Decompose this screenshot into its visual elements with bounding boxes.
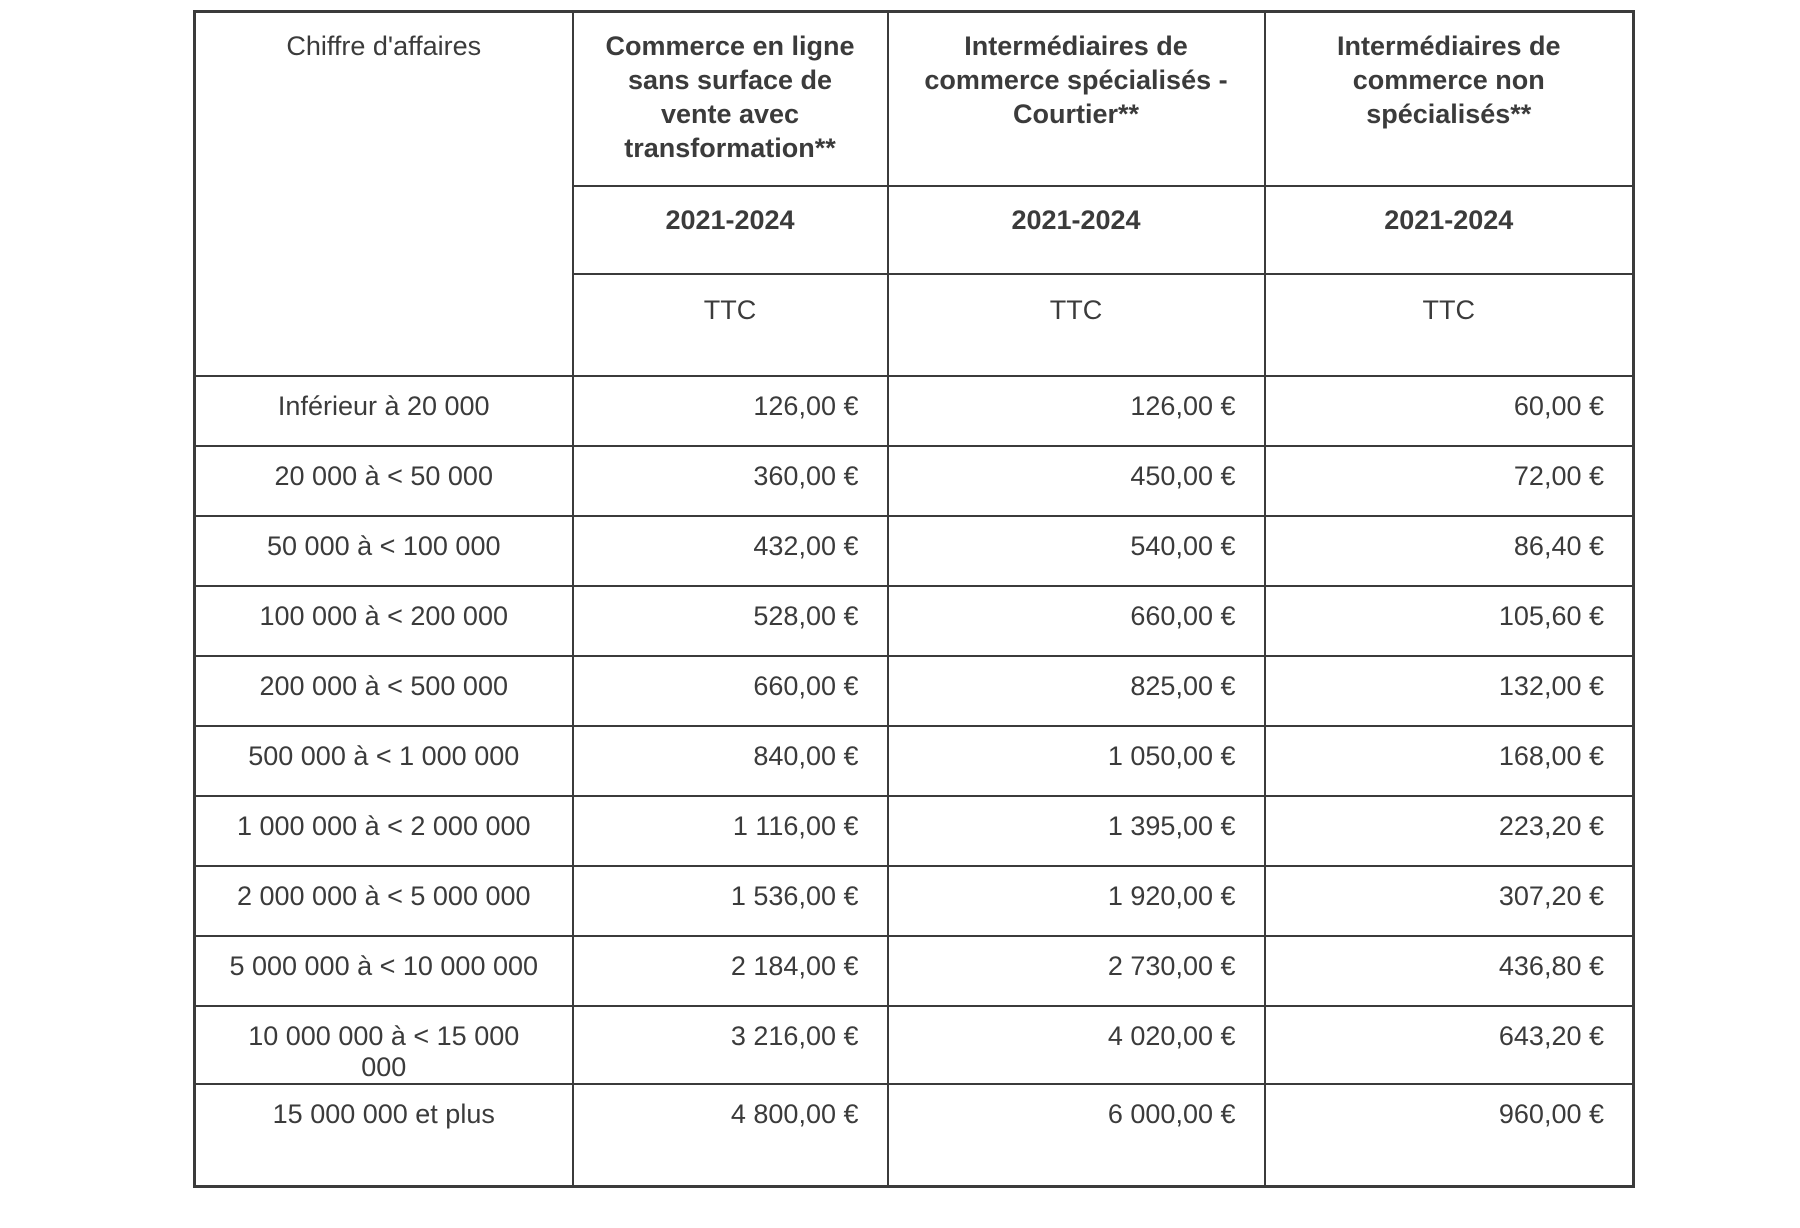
table-row: 15 000 000 et plus 4 800,00 €6 000,00 €96… xyxy=(193,1082,1635,1188)
row-label-cell: 200 000 à < 500 000 xyxy=(193,654,574,727)
table-row: 100 000 à < 200 000 528,00 €660,00 €105,6… xyxy=(193,584,1635,657)
table-row: 10 000 000 à < 15 000 000 3 216,00 €4 020… xyxy=(193,1004,1635,1085)
value-cell: 660,00 € xyxy=(886,584,1266,657)
row-label-cell: 10 000 000 à < 15 000 000 xyxy=(193,1004,574,1085)
value-cell: 2 730,00 € xyxy=(886,934,1266,1007)
value-cell: 1 395,00 € xyxy=(886,794,1266,867)
value-cell: 643,20 € xyxy=(1263,1004,1635,1085)
row-label-cell: 50 000 à < 100 000 xyxy=(193,514,574,587)
table-row: 20 000 à < 50 000 360,00 €450,00 €72,00 € xyxy=(193,444,1635,517)
table-row: 500 000 à < 1 000 000 840,00 €1 050,00 €1… xyxy=(193,724,1635,797)
value-cell: 132,00 € xyxy=(1263,654,1635,727)
table-row: 2 000 000 à < 5 000 000 1 536,00 €1 920,0… xyxy=(193,864,1635,937)
pricing-table: Chiffre d'affaires Commerce en ligne san… xyxy=(193,10,1635,1188)
value-cell: 660,00 € xyxy=(571,654,889,727)
value-cell: 126,00 € xyxy=(571,374,889,447)
tax-label-cell: TTC xyxy=(886,272,1266,377)
value-cell: 3 216,00 € xyxy=(571,1004,889,1085)
value-cell: 307,20 € xyxy=(1263,864,1635,937)
value-cell: 6 000,00 € xyxy=(886,1082,1266,1188)
row-label-cell: 5 000 000 à < 10 000 000 xyxy=(193,934,574,1007)
period-cell: 2021-2024 xyxy=(571,184,889,275)
value-cell: 168,00 € xyxy=(1263,724,1635,797)
table-row: 200 000 à < 500 000 660,00 €825,00 €132,0… xyxy=(193,654,1635,727)
value-cell: 528,00 € xyxy=(571,584,889,657)
row-label-cell: Inférieur à 20 000 xyxy=(193,374,574,447)
header-tax-row: TTC TTC TTC xyxy=(195,272,1635,377)
value-cell: 436,80 € xyxy=(1263,934,1635,1007)
table-header: Chiffre d'affaires Commerce en ligne san… xyxy=(193,10,1635,377)
table-row: 5 000 000 à < 10 000 000 2 184,00 €2 730,… xyxy=(193,934,1635,1007)
row-label-cell: 20 000 à < 50 000 xyxy=(193,444,574,517)
value-cell: 4 020,00 € xyxy=(886,1004,1266,1085)
column-header-intermediaires-non-specialises: Intermédiaires de commerce non spécialis… xyxy=(1263,10,1635,187)
row-label-cell: 1 000 000 à < 2 000 000 xyxy=(193,794,574,867)
table-row: 1 000 000 à < 2 000 000 1 116,00 €1 395,0… xyxy=(193,794,1635,867)
value-cell: 86,40 € xyxy=(1263,514,1635,587)
value-cell: 360,00 € xyxy=(571,444,889,517)
value-cell: 105,60 € xyxy=(1263,584,1635,657)
value-cell: 223,20 € xyxy=(1263,794,1635,867)
value-cell: 4 800,00 € xyxy=(571,1082,889,1188)
value-cell: 1 536,00 € xyxy=(571,864,889,937)
table-row: Inférieur à 20 000 126,00 €126,00 €60,00 … xyxy=(193,374,1635,447)
value-cell: 450,00 € xyxy=(886,444,1266,517)
column-header-commerce-en-ligne: Commerce en ligne sans surface de vente … xyxy=(571,10,889,187)
table-body: Inférieur à 20 000 126,00 €126,00 €60,00 … xyxy=(193,374,1635,1188)
value-cell: 825,00 € xyxy=(886,654,1266,727)
value-cell: 60,00 € xyxy=(1263,374,1635,447)
value-cell: 840,00 € xyxy=(571,724,889,797)
header-period-row: 2021-2024 2021-2024 2021-2024 xyxy=(195,184,1635,275)
value-cell: 72,00 € xyxy=(1263,444,1635,517)
row-label-cell: 100 000 à < 200 000 xyxy=(193,584,574,657)
tax-label-cell: TTC xyxy=(1263,272,1635,377)
row-label-cell: 500 000 à < 1 000 000 xyxy=(193,724,574,797)
period-cell: 2021-2024 xyxy=(1263,184,1635,275)
value-cell: 126,00 € xyxy=(886,374,1266,447)
row-label-cell: 15 000 000 et plus xyxy=(193,1082,574,1188)
table-row: 50 000 à < 100 000 432,00 €540,00 €86,40 … xyxy=(193,514,1635,587)
period-cell: 2021-2024 xyxy=(886,184,1266,275)
value-cell: 1 920,00 € xyxy=(886,864,1266,937)
value-cell: 960,00 € xyxy=(1263,1082,1635,1188)
row-label-cell: 2 000 000 à < 5 000 000 xyxy=(193,864,574,937)
corner-header-chiffre-daffaires: Chiffre d'affaires xyxy=(193,10,574,377)
value-cell: 540,00 € xyxy=(886,514,1266,587)
value-cell: 432,00 € xyxy=(571,514,889,587)
value-cell: 2 184,00 € xyxy=(571,934,889,1007)
header-title-row: Chiffre d'affaires Commerce en ligne san… xyxy=(193,10,1635,377)
tax-label-cell: TTC xyxy=(571,272,889,377)
value-cell: 1 050,00 € xyxy=(886,724,1266,797)
column-header-intermediaires-courtier: Intermédiaires de commerce spécialisés -… xyxy=(886,10,1266,187)
value-cell: 1 116,00 € xyxy=(571,794,889,867)
